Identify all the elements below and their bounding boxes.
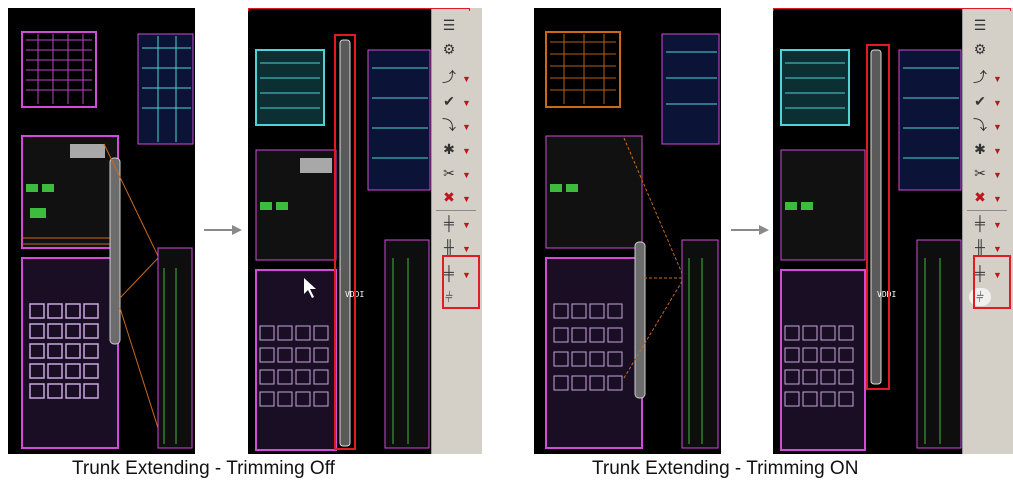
trunk-highlight-box — [866, 44, 890, 390]
check-icon[interactable]: ✔ — [443, 93, 455, 109]
arrow-right-icon — [731, 225, 769, 235]
trunk-highlight-box — [334, 34, 356, 450]
scissors-icon[interactable]: ✂ — [443, 165, 455, 181]
trunk-trim-icon[interactable]: ╪ — [444, 265, 454, 281]
layout-canvas — [545, 31, 720, 449]
arrow-right-icon — [204, 225, 242, 235]
layout-view-before-2[interactable] — [534, 8, 721, 454]
gear-icon[interactable]: ✱ — [974, 141, 986, 157]
panel-highlight-top — [773, 8, 1011, 11]
net-label: VDDI — [877, 290, 897, 299]
route-icon[interactable]: ⤴ — [442, 69, 456, 85]
route-edit-icon[interactable]: ⤵ — [442, 117, 456, 133]
trunk-extend-icon[interactable]: ╫ — [444, 239, 454, 255]
trunk-icon[interactable]: ╪ — [975, 215, 985, 231]
layout-view-before-1[interactable] — [8, 8, 195, 454]
layout-view-trimming-on[interactable]: VDDI — [773, 8, 962, 454]
routing-toolbar-left: ☰ ⚙ ⤴ ▼ ✔ ▼ ⤵ ▼ ✱ ▼ ✂ ▼ ✖ ▼ ╪ ▼ ╫ ▼ ╪ ▼ ⫩ — [431, 8, 482, 454]
trunk-trim-toggle-icon[interactable]: ⫩ — [444, 289, 454, 305]
caption-trimming-off: Trunk Extending - Trimming Off — [72, 458, 335, 479]
scissors-icon[interactable]: ✂ — [974, 165, 986, 181]
panel-highlight-top — [248, 8, 470, 11]
caption-trimming-on: Trunk Extending - Trimming ON — [592, 458, 859, 479]
gear-icon[interactable]: ✱ — [443, 141, 455, 157]
layout-canvas — [780, 49, 962, 451]
toolbar-highlight-box — [973, 255, 1011, 309]
routing-toolbar-right: ☰ ⚙ ⤴ ▼ ✔ ▼ ⤵ ▼ ✱ ▼ ✂ ▼ ✖ ▼ ╪ ▼ ╫ ▼ ╪ ▼ ⫩ — [962, 8, 1013, 454]
trunk-extend-icon[interactable]: ╫ — [975, 239, 985, 255]
layout-canvas — [255, 39, 431, 451]
layout-canvas — [21, 31, 194, 449]
delete-icon[interactable]: ✖ — [443, 189, 455, 205]
check-icon[interactable]: ✔ — [974, 93, 986, 109]
settings-icon[interactable]: ⚙ — [973, 41, 987, 57]
trunk-icon[interactable]: ╪ — [444, 215, 454, 231]
layout-view-trimming-off[interactable]: VDDI — [248, 8, 431, 454]
layers-icon[interactable]: ☰ — [442, 17, 456, 33]
layers-icon[interactable]: ☰ — [973, 17, 987, 33]
route-icon[interactable]: ⤴ — [973, 69, 987, 85]
trunk-trim-icon[interactable]: ╪ — [975, 265, 985, 281]
delete-icon[interactable]: ✖ — [974, 189, 986, 205]
toolbar-highlight-box — [442, 255, 480, 309]
route-edit-icon[interactable]: ⤵ — [973, 117, 987, 133]
settings-icon[interactable]: ⚙ — [442, 41, 456, 57]
